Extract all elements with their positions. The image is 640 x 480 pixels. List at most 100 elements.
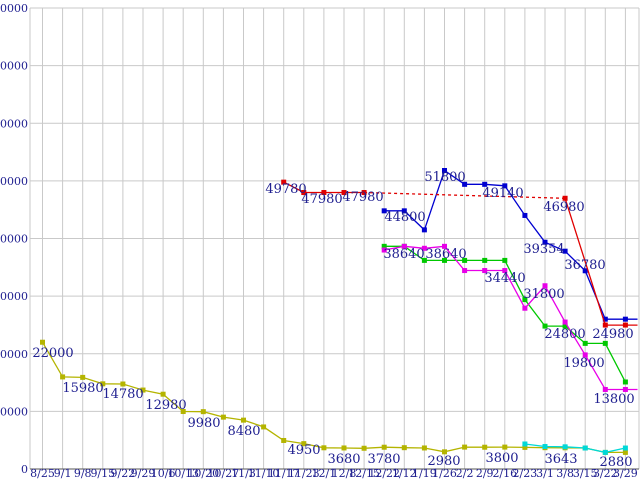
olive-line-marker (160, 391, 166, 397)
x-tick-label: 12/8 (332, 467, 357, 480)
red-line-marker (341, 190, 347, 196)
olive-line-marker (261, 424, 267, 430)
value-label: 31800 (523, 287, 564, 302)
value-label: 51800 (424, 170, 465, 185)
blue-line-marker (522, 212, 528, 218)
green-line-marker (502, 257, 508, 263)
blue-line-marker (401, 208, 407, 214)
blue-line-marker (381, 208, 387, 214)
value-label: 39354 (523, 242, 564, 257)
x-tick-label: 10/13 (167, 467, 199, 480)
olive-line-marker (220, 414, 226, 420)
olive-line-marker (40, 339, 45, 345)
x-tick-label: 11/23 (288, 467, 320, 480)
x-tick-label: 9/1 (54, 467, 72, 480)
red-line-marker (602, 322, 608, 328)
x-tick-label: 10/6 (151, 467, 176, 480)
cyan-line-marker (622, 445, 628, 451)
x-tick-label: 9/22 (111, 467, 136, 480)
value-label: 24800 (544, 327, 585, 342)
olive-line-marker (482, 444, 488, 450)
cyan-line-marker (602, 449, 608, 455)
value-label: 9980 (187, 416, 220, 431)
value-label: 38640 (383, 247, 424, 262)
olive-line-marker (120, 381, 126, 387)
green-line-marker (562, 323, 568, 329)
value-label: 19800 (563, 356, 604, 371)
x-tick-label: 11/17 (268, 467, 300, 480)
value-label: 38640 (425, 247, 466, 262)
value-label: 14780 (102, 387, 143, 402)
magenta-line-marker (622, 386, 628, 392)
olive-line-marker (60, 374, 66, 380)
blue-line-marker (462, 181, 468, 187)
gridlines (29, 7, 640, 470)
blue-line-marker (602, 316, 608, 322)
red-line-marker (301, 190, 307, 196)
series-blue-line (381, 168, 638, 322)
red-line-path (564, 198, 638, 326)
value-label: 13800 (593, 392, 634, 407)
series-magenta-line (381, 243, 638, 392)
cyan-line-marker (542, 444, 548, 450)
value-label: 36780 (564, 258, 605, 273)
x-tick-label: 10/20 (187, 467, 219, 480)
magenta-line-marker (442, 243, 447, 249)
red-line-marker (321, 190, 327, 196)
value-label: 3800 (485, 451, 518, 466)
green-line-marker (442, 257, 447, 263)
olive-line-marker (200, 409, 206, 415)
x-tick-label: 10/27 (208, 467, 240, 480)
x-tick-label: 1/26 (432, 467, 457, 480)
olive-line-marker (80, 374, 86, 380)
x-tick-label: 11/10 (248, 467, 280, 480)
x-tick-label: 11/3 (231, 467, 256, 480)
green-line-marker (602, 340, 608, 346)
x-tick-label: 9/15 (90, 467, 115, 480)
magenta-line-marker (582, 352, 588, 358)
x-tick-label: 12/15 (348, 467, 380, 480)
magenta-line-path (384, 245, 638, 391)
x-tick-label: 3/15 (573, 467, 598, 480)
magenta-line-marker (401, 243, 407, 249)
red-line-marker (562, 195, 568, 201)
y-tick-label: 40000 (0, 233, 28, 246)
olive-line-marker (140, 387, 146, 393)
x-axis-labels: 8/259/1 9/89/159/229/2910/610/1310/2010/2… (30, 467, 638, 480)
y-tick-label: 70000 (0, 60, 28, 73)
value-label: 24980 (592, 327, 633, 342)
green-line-marker (482, 257, 488, 263)
cyan-line-marker (582, 445, 588, 451)
olive-line-marker (502, 444, 508, 450)
magenta-line-marker (542, 283, 548, 289)
x-tick-label: 2/2 (456, 467, 474, 480)
series-cyan-line (522, 441, 628, 455)
olive-line-marker (622, 449, 628, 455)
blue-line-marker (582, 268, 588, 274)
y-tick-label: 10000 (0, 405, 28, 418)
cyan-line-marker (522, 441, 528, 447)
green-line-marker (582, 340, 588, 346)
green-line-marker (622, 379, 628, 385)
value-label: 2880 (599, 455, 632, 470)
olive-line-marker (401, 445, 407, 451)
olive-line-marker (442, 449, 447, 455)
x-tick-label: 1/19 (412, 467, 437, 480)
olive-line-marker (321, 445, 327, 451)
blue-line-marker (542, 239, 548, 245)
blue-line-marker (622, 316, 628, 322)
magenta-line-marker (502, 268, 508, 274)
value-label: 34440 (484, 271, 525, 286)
x-tick-label: 1/12 (392, 467, 417, 480)
x-tick-label: 3/22 (593, 467, 618, 480)
green-line-marker (462, 257, 468, 263)
magenta-line-marker (421, 245, 427, 251)
value-label: 47980 (342, 190, 383, 205)
magenta-line-marker (562, 319, 568, 325)
x-tick-label: 2/9 (476, 467, 494, 480)
value-label: 4950 (287, 443, 320, 458)
value-label: 47980 (301, 192, 342, 207)
olive-line-marker (381, 444, 387, 450)
green-line-marker (522, 297, 528, 303)
